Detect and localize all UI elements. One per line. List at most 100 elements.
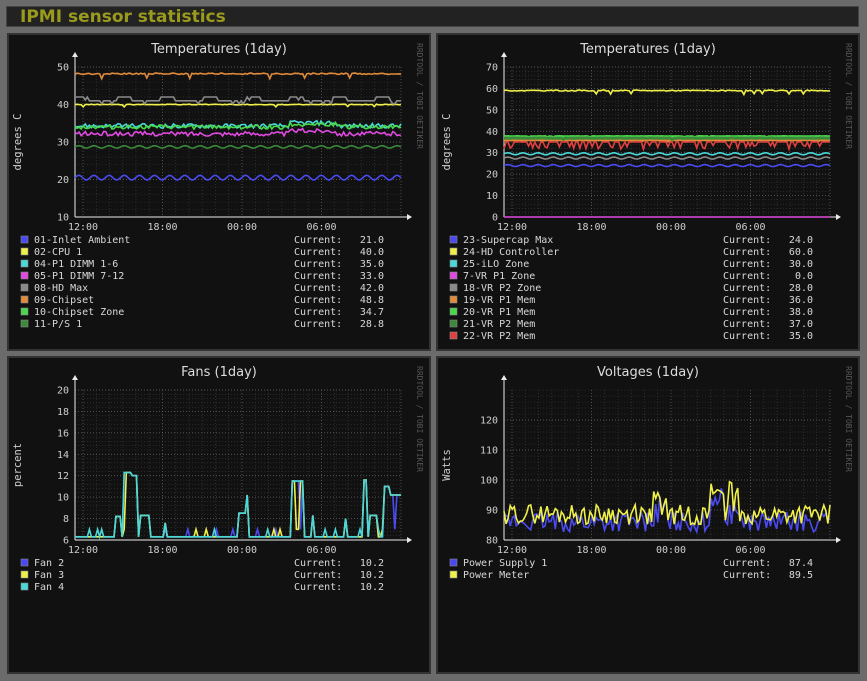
chart-svg-3: Voltages (1day) RRDTOOL / TOBI OETIKER Wat… bbox=[441, 365, 853, 581]
page-title: IPMI sensor statistics bbox=[20, 7, 226, 27]
y-tick-label: 40 bbox=[486, 127, 498, 138]
chart-panel-fans: Fans (1day) RRDTOOL / TOBI OETIKER percent… bbox=[7, 356, 431, 674]
legend-current-label: Current: bbox=[294, 271, 342, 282]
legend-swatch bbox=[449, 570, 458, 579]
legend-label: Fan 2 bbox=[34, 558, 64, 569]
legend-swatch bbox=[20, 319, 29, 328]
legend-label: 23-Supercap Max bbox=[463, 235, 553, 246]
legend-current-label: Current: bbox=[723, 271, 771, 282]
y-tick-label: 12 bbox=[57, 471, 69, 482]
x-axis-arrow bbox=[836, 214, 841, 220]
legend-swatch bbox=[449, 235, 458, 244]
legend-label: 20-VR P1 Mem bbox=[463, 307, 535, 318]
legend-current-label: Current: bbox=[723, 247, 771, 258]
legend-current-label: Current: bbox=[294, 307, 342, 318]
x-axis-arrow bbox=[407, 214, 412, 220]
y-tick-label: 6 bbox=[63, 536, 69, 547]
series-line bbox=[74, 103, 402, 109]
y-axis-label: Watts bbox=[441, 449, 453, 481]
legend-current-value: 10.2 bbox=[360, 570, 384, 581]
x-tick-label: 06:00 bbox=[735, 545, 765, 556]
chart-svg-1: Temperatures (1day) RRDTOOL / TOBI OETIKE… bbox=[441, 42, 853, 342]
x-tick-label: 18:00 bbox=[576, 222, 606, 233]
legend-current-label: Current: bbox=[723, 331, 771, 342]
legend-current-label: Current: bbox=[294, 235, 342, 246]
legend-swatch bbox=[20, 259, 29, 268]
chart-svg-0: Temperatures (1day) RRDTOOL / TOBI OETIKE… bbox=[12, 42, 424, 330]
legend-current-value: 10.2 bbox=[360, 582, 384, 593]
series-line bbox=[74, 144, 402, 149]
legend-swatch bbox=[20, 295, 29, 304]
legend-current-value: 0.0 bbox=[795, 271, 813, 282]
legend-current-label: Current: bbox=[723, 307, 771, 318]
y-axis-arrow bbox=[501, 375, 507, 380]
legend-label: 09-Chipset bbox=[34, 295, 94, 306]
legend-current-label: Current: bbox=[294, 319, 342, 330]
legend-current-value: 60.0 bbox=[789, 247, 813, 258]
y-tick-label: 16 bbox=[57, 428, 69, 439]
legend-current-value: 24.0 bbox=[789, 235, 813, 246]
y-axis-arrow bbox=[72, 375, 78, 380]
x-tick-label: 12:00 bbox=[68, 545, 98, 556]
series-line bbox=[503, 156, 831, 160]
legend-label: 10-Chipset Zone bbox=[34, 307, 124, 318]
legend-swatch bbox=[20, 283, 29, 292]
y-tick-label: 110 bbox=[480, 446, 498, 457]
x-tick-label: 12:00 bbox=[68, 222, 98, 233]
y-tick-label: 14 bbox=[57, 450, 69, 461]
x-axis-arrow bbox=[407, 537, 412, 543]
legend-current-value: 38.0 bbox=[789, 307, 813, 318]
series-line bbox=[74, 174, 402, 181]
x-tick-label: 12:00 bbox=[497, 545, 527, 556]
legend-swatch bbox=[449, 247, 458, 256]
legend-current-label: Current: bbox=[294, 558, 342, 569]
legend-current-value: 35.0 bbox=[789, 331, 813, 342]
series-line bbox=[503, 136, 831, 142]
x-tick-label: 12:00 bbox=[497, 222, 527, 233]
legend-current-value: 40.0 bbox=[360, 247, 384, 258]
chart-svg-2: Fans (1day) RRDTOOL / TOBI OETIKER percent… bbox=[12, 365, 424, 593]
y-tick-label: 10 bbox=[57, 213, 69, 224]
x-tick-label: 06:00 bbox=[735, 222, 765, 233]
legend-swatch bbox=[449, 271, 458, 280]
legend-current-label: Current: bbox=[294, 259, 342, 270]
chart-panel-voltages: Voltages (1day) RRDTOOL / TOBI OETIKER Wat… bbox=[436, 356, 860, 674]
rrdtool-watermark: RRDTOOL / TOBI OETIKER bbox=[844, 43, 853, 149]
y-tick-label: 80 bbox=[486, 536, 498, 547]
legend-current-label: Current: bbox=[723, 319, 771, 330]
series-line bbox=[503, 89, 831, 97]
x-axis-arrow bbox=[836, 537, 841, 543]
chart-title: Fans (1day) bbox=[181, 365, 257, 380]
legend-label: 7-VR P1 Zone bbox=[463, 271, 535, 282]
legend-swatch bbox=[20, 582, 29, 591]
legend-swatch bbox=[20, 235, 29, 244]
rrdtool-watermark: RRDTOOL / TOBI OETIKER bbox=[415, 43, 424, 149]
y-tick-label: 30 bbox=[486, 148, 498, 159]
legend-label: Fan 4 bbox=[34, 582, 64, 593]
y-tick-label: 8 bbox=[63, 514, 69, 525]
legend-label: 11-P/S 1 bbox=[34, 319, 82, 330]
legend-current-value: 89.5 bbox=[789, 570, 813, 581]
x-tick-label: 00:00 bbox=[227, 222, 257, 233]
series-line bbox=[74, 120, 402, 131]
legend-current-value: 28.0 bbox=[789, 283, 813, 294]
y-axis-arrow bbox=[501, 52, 507, 57]
series-line bbox=[74, 72, 402, 81]
y-tick-label: 20 bbox=[486, 170, 498, 181]
legend-label: Fan 3 bbox=[34, 570, 64, 581]
legend-swatch bbox=[449, 295, 458, 304]
legend-current-value: 48.8 bbox=[360, 295, 384, 306]
series-line bbox=[75, 471, 401, 540]
chart-title: Voltages (1day) bbox=[597, 365, 699, 380]
y-tick-label: 120 bbox=[480, 416, 498, 427]
legend-current-value: 21.0 bbox=[360, 235, 384, 246]
y-tick-label: 50 bbox=[57, 63, 69, 74]
y-axis-label: degrees C bbox=[12, 114, 24, 171]
legend-swatch bbox=[20, 570, 29, 579]
legend-current-label: Current: bbox=[723, 259, 771, 270]
legend-current-value: 35.0 bbox=[360, 259, 384, 270]
legend-swatch bbox=[449, 283, 458, 292]
legend-current-label: Current: bbox=[294, 582, 342, 593]
legend-current-label: Current: bbox=[294, 247, 342, 258]
x-tick-label: 18:00 bbox=[147, 545, 177, 556]
